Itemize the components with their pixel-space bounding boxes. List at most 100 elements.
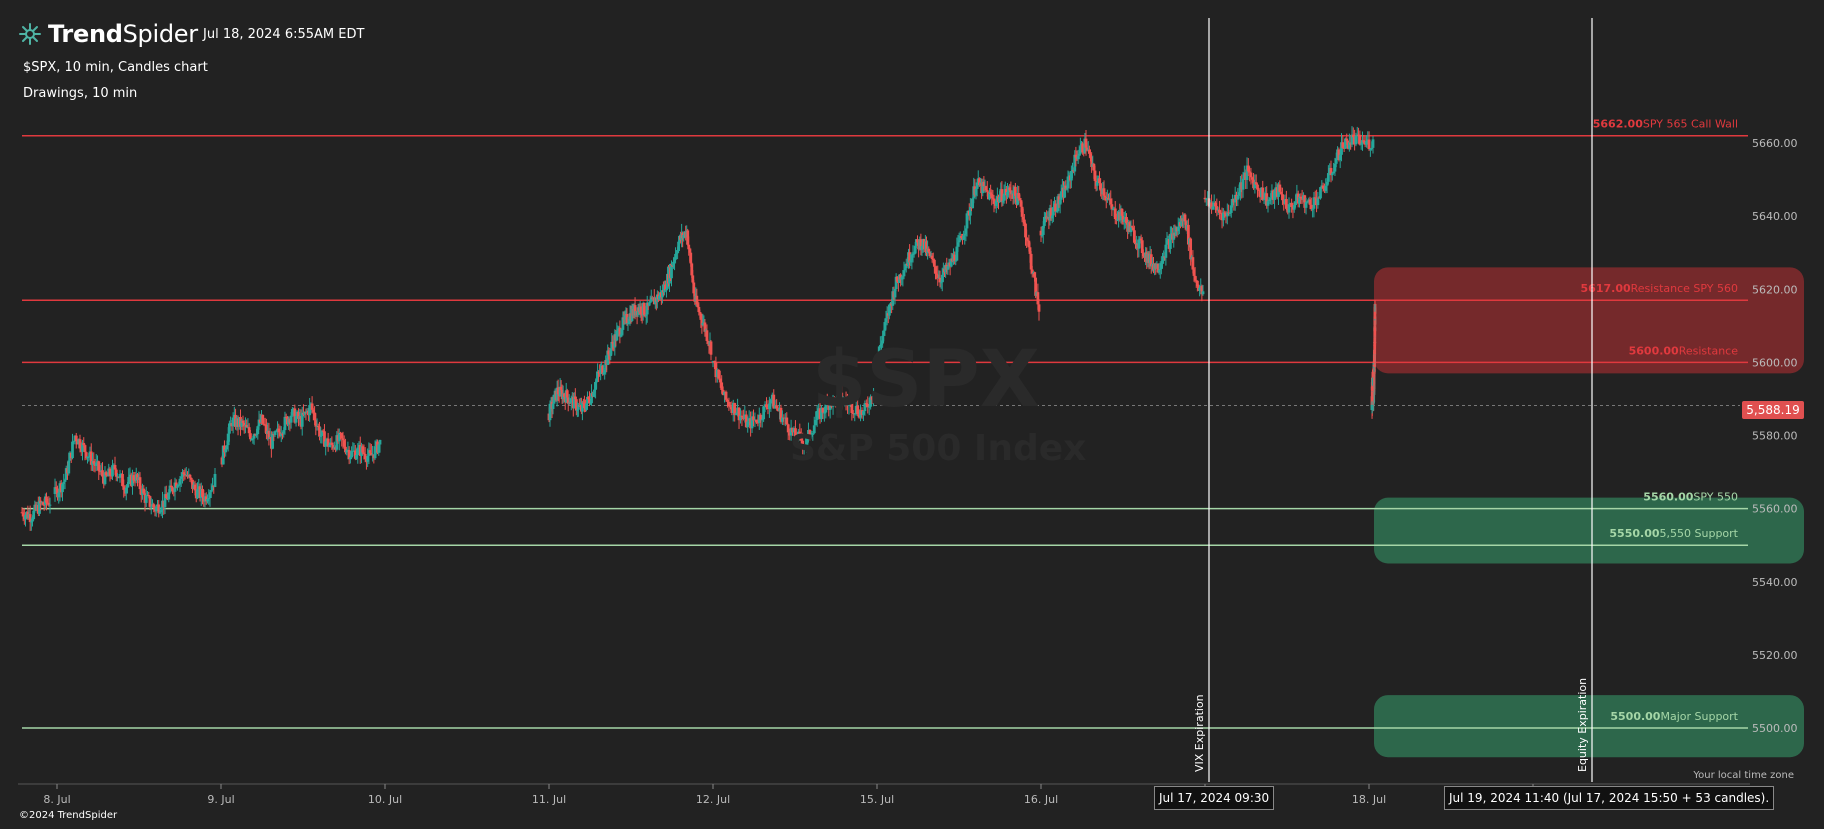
candle-body	[672, 261, 675, 267]
candle-body	[248, 433, 252, 440]
candle-body	[87, 456, 91, 458]
candle-body	[152, 504, 156, 508]
candle-body	[300, 412, 304, 427]
candle-body	[356, 447, 360, 456]
level-name: Major Support	[1660, 710, 1738, 723]
candle-body	[919, 239, 923, 250]
copyright: ©2024 TrendSpider	[19, 810, 118, 821]
candle-body	[1168, 234, 1172, 249]
candle-body	[1305, 201, 1309, 203]
candle-body	[626, 323, 630, 325]
candle-body	[241, 420, 245, 423]
candle-body	[901, 276, 905, 278]
candle-body	[1006, 191, 1009, 196]
candle-body	[877, 346, 881, 355]
candle-body	[568, 402, 572, 404]
x-tick-label: 11. Jul	[532, 793, 566, 806]
candle-body	[866, 403, 870, 408]
candle-body	[1076, 155, 1080, 160]
candle-body	[644, 314, 648, 316]
candle-body	[768, 403, 771, 410]
candle-body	[247, 427, 251, 434]
candle-body	[361, 446, 365, 453]
candle-body	[988, 192, 991, 200]
level-name: SPY 550	[1693, 491, 1738, 504]
candle-body	[355, 455, 358, 459]
candle-body	[1034, 277, 1038, 296]
candle-body	[739, 415, 742, 421]
candle-body	[207, 498, 211, 500]
candle-body	[815, 410, 819, 420]
candle-body	[273, 431, 277, 435]
candle-body	[1294, 201, 1297, 206]
candle-body	[323, 431, 326, 447]
candle-body	[992, 198, 996, 204]
candle-body	[142, 488, 146, 494]
candle-body	[676, 251, 679, 254]
candle-body	[772, 394, 776, 409]
candle-body	[331, 444, 335, 449]
x-tick-label: 10. Jul	[368, 793, 402, 806]
candle-body	[1225, 212, 1229, 217]
candle-body	[752, 416, 755, 421]
candle-body	[936, 274, 940, 279]
candle-body	[367, 450, 371, 456]
drawings-label[interactable]: Drawings, 10 min	[23, 86, 138, 101]
candle-body	[1073, 154, 1077, 172]
candle-body	[1180, 218, 1184, 227]
candle-body	[261, 414, 265, 424]
candle-body	[821, 407, 825, 413]
candle-body	[621, 317, 625, 330]
x-tick-label: 12. Jul	[696, 793, 730, 806]
candle-body	[1020, 206, 1024, 217]
candle-body	[765, 404, 768, 408]
timezone-note[interactable]: Your local time zone	[1693, 770, 1794, 781]
candle-body	[188, 474, 192, 478]
candle-body	[41, 502, 45, 505]
candle-body	[989, 192, 993, 195]
candle-body	[572, 396, 576, 409]
candle-body	[639, 306, 643, 315]
x-tick-label: 8. Jul	[43, 793, 70, 806]
candle-body	[124, 487, 128, 494]
candle-body	[931, 258, 935, 260]
candle-body	[882, 330, 886, 336]
candle-body	[1077, 153, 1081, 156]
candle-body	[127, 476, 131, 485]
level-name: Resistance SPY 560	[1631, 282, 1738, 295]
candle-body	[938, 277, 942, 283]
candle-body	[366, 455, 370, 462]
candle-body	[174, 482, 178, 488]
candle-body	[148, 496, 152, 507]
candle-body	[586, 396, 589, 404]
candle-body	[927, 248, 931, 252]
candle-body	[1321, 185, 1325, 189]
candle-body	[48, 504, 52, 506]
candle-body	[830, 403, 834, 407]
candle-body	[1090, 156, 1094, 167]
candle-body	[695, 295, 699, 305]
candle-body	[876, 354, 880, 360]
candle-body	[1325, 181, 1329, 186]
candle-body	[132, 475, 136, 481]
candle-body	[1210, 202, 1213, 210]
candle-body	[1193, 275, 1197, 281]
candle-body	[840, 392, 844, 404]
candle-body	[1330, 173, 1334, 176]
candle-body	[757, 414, 761, 423]
candle-body	[825, 401, 829, 403]
vertical-marker-label-1: Equity Expiration	[1576, 678, 1589, 772]
candle-body	[743, 414, 747, 419]
level-price: 5617.00	[1581, 282, 1631, 295]
candle-body	[1200, 286, 1204, 295]
candle-body	[1237, 192, 1241, 196]
y-tick-label: 5660.00	[1752, 137, 1798, 150]
candle-body	[250, 439, 254, 441]
candle-body	[750, 416, 754, 429]
candle-body	[869, 396, 873, 407]
candle-body	[126, 484, 129, 488]
candle-body	[779, 407, 783, 422]
chart-title[interactable]: $SPX, 10 min, Candles chart	[23, 60, 208, 75]
candle-body	[1287, 204, 1291, 213]
